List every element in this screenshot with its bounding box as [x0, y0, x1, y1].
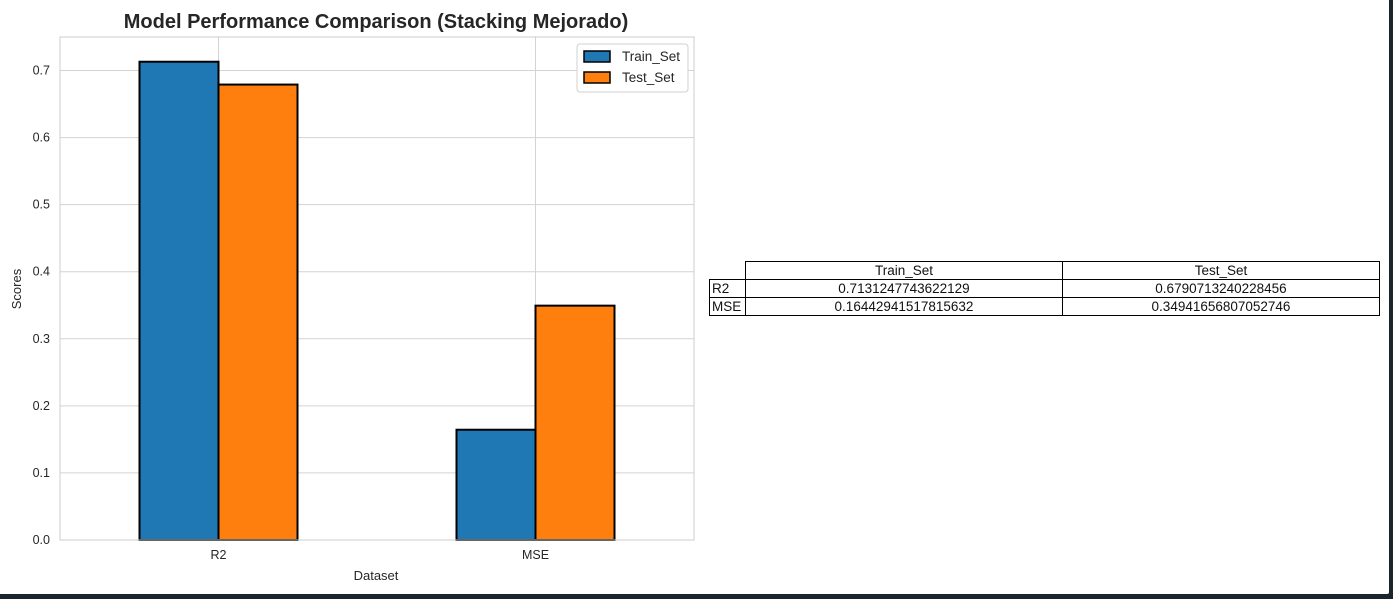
- tick-labels: 0.0 0.1 0.2 0.3 0.4 0.5 0.6 0.7 R2 MSE: [33, 64, 549, 562]
- table-header-row: Train_Set Test_Set: [709, 261, 1380, 280]
- results-table-container: Train_Set Test_Set R2 0.7131247743622129…: [709, 261, 1380, 316]
- table-row-label: MSE: [709, 297, 746, 316]
- table-cell: 0.34941656807052746: [1062, 297, 1380, 316]
- axes: [59, 36, 695, 541]
- plot-frame: [59, 36, 695, 541]
- table-cell: 0.7131247743622129: [745, 279, 1063, 298]
- y-axis-label: Scores: [9, 268, 24, 309]
- table-cell: 0.6790713240228456: [1062, 279, 1380, 298]
- legend: Train_Set Test_Set: [576, 43, 689, 93]
- bar-test-set-r2: [217, 83, 299, 542]
- chart-title: Model Performance Comparison (Stacking M…: [124, 11, 629, 33]
- table-corner-cell: [709, 261, 746, 280]
- legend-label: Train_Set: [622, 49, 680, 64]
- y-tick-label: 0.1: [33, 466, 50, 480]
- y-tick-label: 0.7: [33, 64, 50, 78]
- x-axis-label: Dataset: [354, 568, 399, 583]
- bar-test-set-mse: [534, 304, 616, 541]
- table-row-label: R2: [709, 279, 746, 298]
- legend-swatch: [583, 50, 611, 63]
- table-header-train: Train_Set: [745, 261, 1063, 280]
- bar-train-set-r2: [138, 60, 220, 541]
- y-tick-label: 0.6: [33, 131, 50, 145]
- bars: [138, 60, 616, 542]
- bar-chart: Model Performance Comparison (Stacking M…: [9, 11, 695, 583]
- table-row: MSE 0.16442941517815632 0.34941656807052…: [709, 297, 1380, 316]
- table-row: R2 0.7131247743622129 0.6790713240228456: [709, 279, 1380, 298]
- y-tick-label: 0.5: [33, 198, 50, 212]
- results-table: Train_Set Test_Set R2 0.7131247743622129…: [709, 261, 1380, 316]
- table-cell: 0.16442941517815632: [745, 297, 1063, 316]
- x-tick-label: R2: [211, 548, 227, 562]
- legend-swatch: [583, 71, 611, 84]
- y-tick-label: 0.3: [33, 332, 50, 346]
- legend-label: Test_Set: [622, 70, 675, 85]
- bar-train-set-mse: [455, 428, 537, 542]
- x-tick-label: MSE: [522, 548, 549, 562]
- y-tick-label: 0.4: [33, 265, 50, 279]
- y-tick-label: 0.0: [33, 533, 50, 547]
- y-tick-label: 0.2: [33, 399, 50, 413]
- table-header-test: Test_Set: [1062, 261, 1380, 280]
